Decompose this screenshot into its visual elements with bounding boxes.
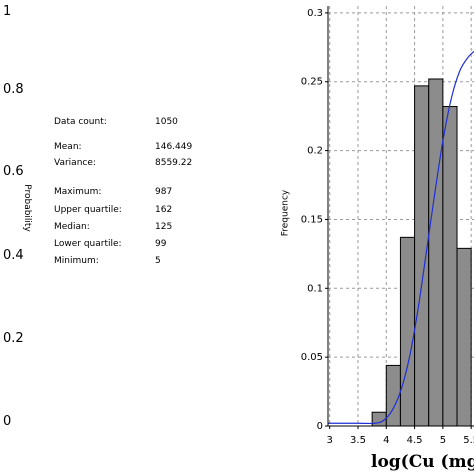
probability-tick: 1 bbox=[3, 4, 12, 19]
probability-tick: 0.6 bbox=[3, 164, 24, 179]
x-tick-label: 3.5 bbox=[350, 435, 366, 446]
x-tick-label: 5 bbox=[440, 435, 446, 446]
histogram-bar bbox=[399, 236, 416, 427]
y-tick-label: 0.3 bbox=[307, 8, 323, 19]
axes bbox=[325, 6, 474, 429]
histogram-bar bbox=[456, 247, 472, 427]
stat-value: 125 bbox=[155, 222, 173, 232]
histogram-bar bbox=[428, 78, 444, 427]
x-tick-label: 5.5 bbox=[463, 435, 474, 446]
stat-value: 987 bbox=[155, 187, 173, 197]
stat-label: Lower quartile: bbox=[54, 239, 122, 249]
y-tick-label: 0.2 bbox=[307, 146, 323, 157]
histogram-bars bbox=[371, 78, 472, 427]
y-tick-label: 0.1 bbox=[307, 283, 323, 294]
y-tick-label: 0.15 bbox=[301, 214, 323, 225]
histogram-bar bbox=[371, 411, 387, 427]
stat-label: Median: bbox=[54, 222, 90, 232]
probability-tick: 0.4 bbox=[3, 248, 24, 263]
stat-value: 162 bbox=[155, 205, 173, 215]
histogram-bar bbox=[414, 85, 430, 427]
histogram-bar bbox=[442, 106, 458, 427]
probability-tick: 0.8 bbox=[3, 82, 24, 97]
x-tick-label: 4 bbox=[383, 435, 389, 446]
stat-label: Maximum: bbox=[54, 187, 102, 197]
probability-tick: 0.2 bbox=[3, 331, 24, 346]
stat-label: Variance: bbox=[54, 158, 96, 168]
stat-label: Mean: bbox=[54, 142, 82, 152]
stat-label: Minimum: bbox=[54, 256, 99, 266]
stat-value: 99 bbox=[155, 239, 167, 249]
stat-value: 5 bbox=[155, 256, 161, 266]
stat-value: 1050 bbox=[155, 117, 178, 127]
y-tick-label: 0.05 bbox=[301, 352, 323, 363]
tick-labels: 0 0.05 0.1 0.15 0.2 0.25 0.3 3 3.5 4 4.5 5 5.5 bbox=[301, 8, 474, 446]
stat-label: Data count: bbox=[54, 117, 107, 127]
x-axis-label: log(Cu (mg bbox=[371, 452, 474, 472]
x-tick-label: 4.5 bbox=[407, 435, 423, 446]
stat-label: Upper quartile: bbox=[54, 205, 122, 215]
y-axis-label: Frequency bbox=[280, 189, 291, 237]
stat-value: 146.449 bbox=[155, 142, 193, 152]
histogram-bar bbox=[385, 364, 401, 427]
cdf-curve bbox=[328, 50, 474, 425]
y-tick-label: 0.25 bbox=[301, 77, 323, 88]
stat-value: 8559.22 bbox=[155, 158, 193, 168]
probability-tick: 0 bbox=[3, 414, 12, 429]
y-tick-label: 0 bbox=[317, 421, 323, 432]
x-tick-label: 3 bbox=[327, 435, 333, 446]
